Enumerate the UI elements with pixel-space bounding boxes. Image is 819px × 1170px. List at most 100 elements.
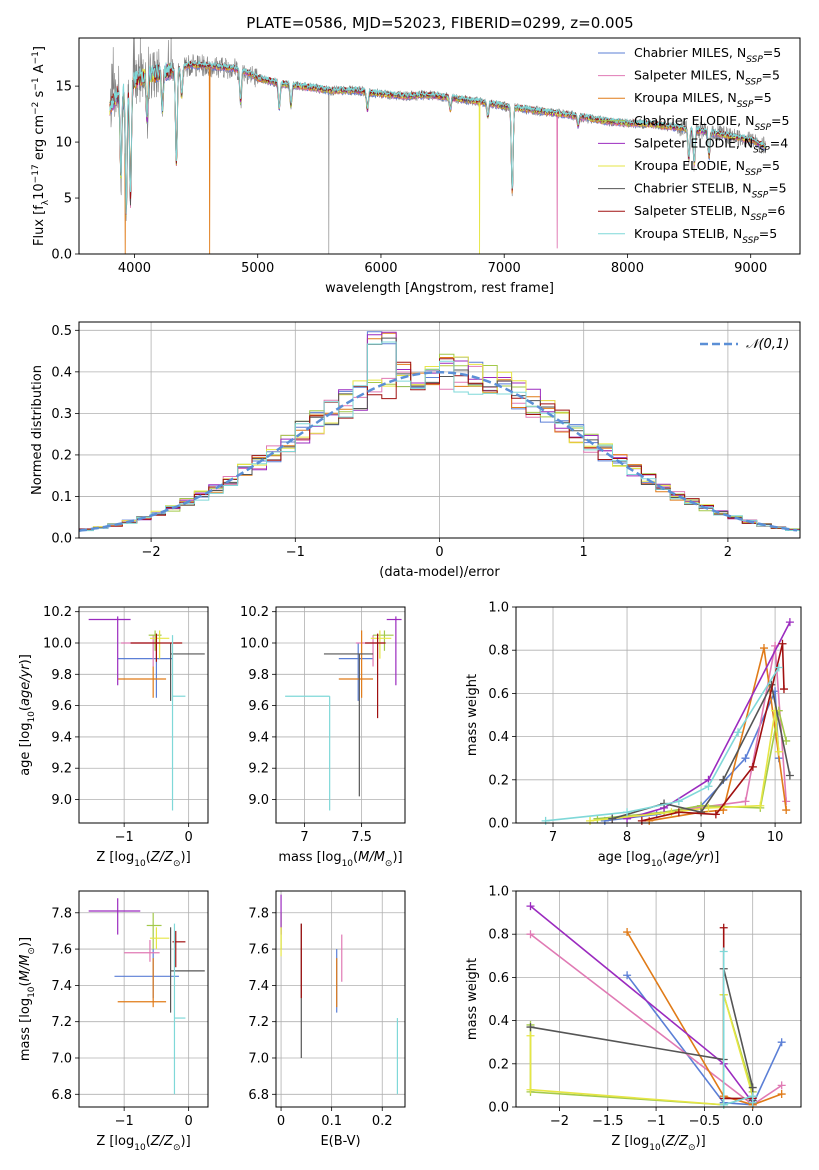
y-tick-label: 7.2 bbox=[51, 1015, 72, 1030]
x-tick-label: −1 bbox=[646, 1114, 665, 1129]
weight-marker-salpeter-stelib bbox=[719, 923, 728, 932]
legend-label-count: =5 bbox=[763, 45, 781, 60]
axes-frame bbox=[275, 606, 406, 824]
y-axis-label-part: Flux [f bbox=[32, 205, 47, 246]
y-tick-label: 7.4 bbox=[248, 979, 269, 994]
x-axis-label: Z [log10(Z/Z⊙)] bbox=[96, 1134, 190, 1153]
x-axis-label-part: 10 bbox=[134, 1143, 146, 1153]
legend-label-sub: SSP bbox=[750, 213, 767, 223]
y-tick-label: 0.5 bbox=[51, 324, 72, 339]
x-axis-label: Z [log10(Z/Z⊙)] bbox=[96, 850, 190, 869]
y-tick-label: 9.8 bbox=[51, 668, 72, 683]
x-tick-label: −2 bbox=[550, 1114, 569, 1129]
y-tick-label: 0.4 bbox=[488, 1014, 509, 1029]
legend-label: Salpeter MILES, NSSP=5 bbox=[634, 68, 780, 88]
weight-line-chabrier-stelib bbox=[530, 968, 754, 1101]
x-axis-label-part: E(B-V) bbox=[320, 1134, 360, 1149]
legend-gaussian-label: 𝒩(0,1) bbox=[746, 337, 789, 352]
y-tick-label: 1.0 bbox=[488, 885, 509, 900]
x-axis-label-part: )] bbox=[392, 850, 402, 865]
weight-marker-kroupa-miles bbox=[759, 644, 768, 653]
weight-marker-salpeter-stelib bbox=[637, 816, 646, 825]
legend-label-name: Kroupa STELIB, N bbox=[634, 226, 742, 241]
y-axis-label-part: M/M bbox=[18, 955, 33, 982]
y-tick-label: 7.0 bbox=[51, 1051, 72, 1066]
y-tick-label: 10.2 bbox=[43, 605, 72, 620]
x-tick-label: 0 bbox=[185, 830, 193, 845]
y-axis-label: Normed distribution bbox=[30, 365, 45, 495]
y-axis-label-part: ( bbox=[18, 706, 33, 711]
y-axis-label-part: mass [log bbox=[18, 998, 33, 1061]
weight-marker-kroupa-stelib bbox=[719, 1100, 728, 1109]
x-axis-label-part: )] bbox=[181, 1134, 191, 1149]
weight-marker-kroupa-elodie bbox=[526, 1031, 535, 1040]
y-axis-label-part: )] bbox=[18, 937, 33, 947]
x-axis-label-part: 10 bbox=[651, 859, 663, 869]
y-tick-label: 7.4 bbox=[51, 979, 72, 994]
y-axis-label: Flux [fλ10−17 erg cm−2 s−1 A−1] bbox=[31, 46, 51, 246]
weight-marker-kroupa-miles bbox=[623, 928, 632, 937]
y-tick-label: 9.6 bbox=[51, 699, 72, 714]
legend-label-count: =5 bbox=[759, 226, 777, 241]
spectrum-traces bbox=[109, 38, 766, 254]
y-axis-label-part: s bbox=[32, 90, 47, 101]
age-vs-metallicity-panel: −1 09.09.29.49.69.810.010.2Z [log10(Z/Z⊙)… bbox=[18, 605, 209, 869]
legend-label-count: =6 bbox=[767, 203, 785, 218]
y-tick-label: 0.4 bbox=[51, 365, 72, 380]
y-tick-label: 0.2 bbox=[51, 448, 72, 463]
x-tick-label: 0 bbox=[277, 1114, 285, 1129]
weight-line-chabrier-miles bbox=[604, 690, 780, 822]
y-tick-label: 10.2 bbox=[240, 605, 269, 620]
x-axis-label-part: Z/Z bbox=[150, 1134, 174, 1149]
x-axis-label-part: 10 bbox=[649, 1143, 661, 1153]
weight-marker-salpeter-miles bbox=[782, 797, 791, 806]
x-tick-label: 9000 bbox=[734, 261, 767, 276]
axes-frame bbox=[275, 890, 406, 1108]
weight-marker-kroupa-elodie bbox=[756, 801, 765, 810]
x-tick-label: 4000 bbox=[118, 261, 151, 276]
y-tick-label: 9.4 bbox=[248, 730, 269, 745]
weight-marker-kroupa-miles bbox=[777, 1090, 786, 1099]
weight-marker-kroupa-miles bbox=[782, 806, 791, 815]
weight-marker-chabrier-miles bbox=[741, 754, 750, 763]
weight-marker-kroupa-stelib bbox=[623, 808, 632, 817]
weight-marker-chabrier-stelib bbox=[697, 808, 706, 817]
x-tick-label: 1 bbox=[580, 545, 588, 560]
weight-line-salpeter-elodie bbox=[626, 621, 791, 820]
y-axis-label-part: )] bbox=[18, 654, 33, 664]
residuals-panel: −2 −1 0 1 2 0.0 0.1 0.2 0.3 0.4 0.5 (data-model)/er… bbox=[30, 321, 801, 580]
x-axis-label-part: 10 bbox=[342, 859, 354, 869]
legend-label-count: =5 bbox=[762, 158, 780, 173]
weight-line-kroupa-miles bbox=[649, 647, 787, 822]
y-axis-label-part: −2 bbox=[31, 102, 41, 115]
x-axis-label: wavelength [Angstrom, rest frame] bbox=[325, 281, 554, 296]
legend-label-sub: SSP bbox=[754, 123, 771, 133]
x-axis-label-part: Z [log bbox=[96, 1134, 134, 1149]
legend-label-count: =4 bbox=[770, 135, 788, 150]
y-axis-label-part: 10 bbox=[32, 183, 47, 200]
y-tick-label: 0.0 bbox=[51, 532, 72, 547]
weight-marker-kroupa-stelib bbox=[541, 816, 550, 825]
weight-marker-chabrier-stelib bbox=[785, 771, 794, 780]
weight-marker-salpeter-miles bbox=[741, 797, 750, 806]
x-axis-label-part: )] bbox=[709, 850, 719, 865]
y-tick-label: 7.6 bbox=[51, 943, 72, 958]
weight-marker-kroupa-stelib bbox=[674, 797, 683, 806]
legend-label: Chabrier ELODIE, NSSP=5 bbox=[634, 113, 789, 133]
y-tick-label: 9.0 bbox=[248, 793, 269, 808]
weight-marker-chabrier-stelib bbox=[608, 814, 617, 823]
axes-frame bbox=[78, 37, 801, 255]
axes-frame bbox=[78, 321, 801, 539]
weight-marker-kroupa-elodie bbox=[667, 808, 676, 817]
x-axis-label-part: ( bbox=[146, 850, 151, 865]
y-axis-label-part: A bbox=[32, 64, 47, 77]
y-axis-label-part: λ bbox=[41, 199, 51, 205]
legend-label-name: Salpeter STELIB, N bbox=[634, 203, 750, 218]
x-axis-label-part: ( bbox=[353, 850, 358, 865]
weight-marker-kroupa-elodie bbox=[526, 1085, 535, 1094]
y-tick-label: 7.8 bbox=[248, 906, 269, 921]
legend-label-name: Kroupa MILES, N bbox=[634, 90, 737, 105]
legend-label-name: Chabrier ELODIE, N bbox=[634, 113, 754, 128]
legend-label: Kroupa STELIB, NSSP=5 bbox=[634, 226, 777, 246]
